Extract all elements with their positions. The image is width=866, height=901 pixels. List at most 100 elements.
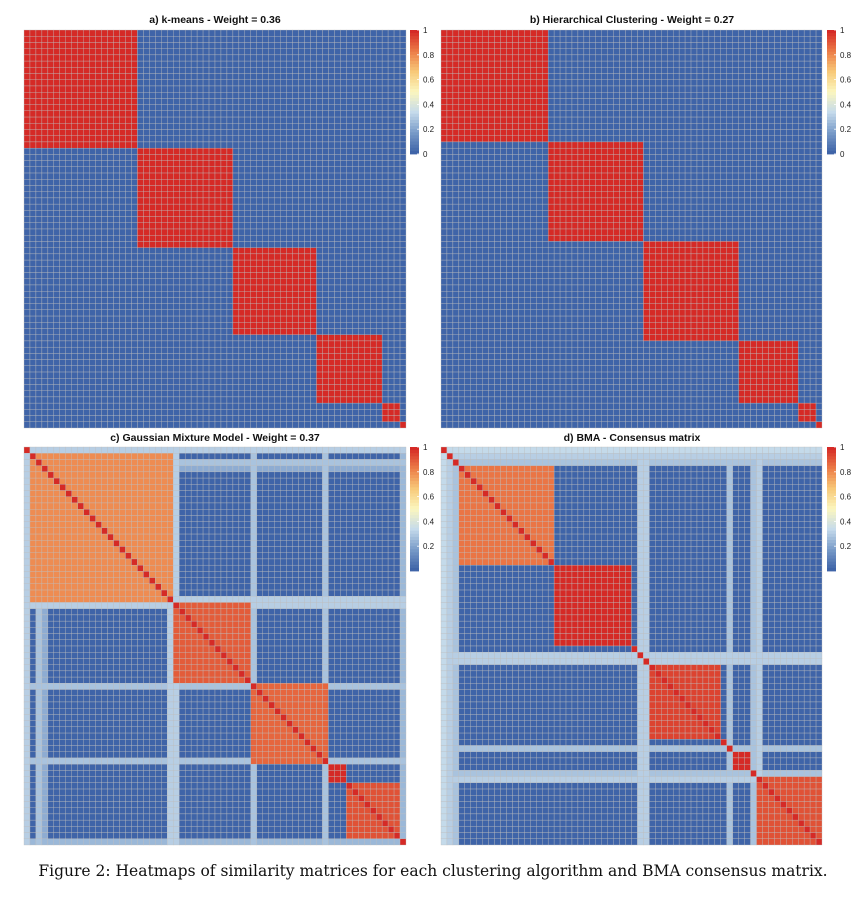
heatmap-cell xyxy=(125,198,131,204)
heatmap-cell xyxy=(334,67,340,73)
heatmap-cell xyxy=(167,204,173,210)
heatmap-cell xyxy=(125,92,131,98)
heatmap-cell xyxy=(340,154,346,160)
heatmap-cell xyxy=(36,142,42,148)
heatmap-cell xyxy=(275,198,281,204)
heatmap-cell xyxy=(358,210,364,216)
heatmap-cell xyxy=(340,55,346,61)
heatmap-cell xyxy=(191,67,197,73)
heatmap-cell xyxy=(352,36,358,42)
heatmap-cell xyxy=(328,80,334,86)
heatmap-cell xyxy=(340,210,346,216)
heatmap-cell xyxy=(251,241,257,247)
heatmap-cell xyxy=(263,98,269,104)
heatmap-cell xyxy=(376,86,382,92)
heatmap-cell xyxy=(72,55,78,61)
heatmap-cell xyxy=(346,148,352,154)
heatmap-cell xyxy=(84,30,90,36)
heatmap-cell xyxy=(78,111,84,117)
heatmap-cell xyxy=(305,142,311,148)
heatmap-cell xyxy=(293,167,299,173)
heatmap-cell xyxy=(364,148,370,154)
heatmap-cell xyxy=(251,210,257,216)
heatmap-cell xyxy=(400,136,406,142)
heatmap-cell xyxy=(78,92,84,98)
heatmap-cell xyxy=(358,111,364,117)
heatmap-cell xyxy=(155,61,161,67)
heatmap-cell xyxy=(60,235,66,241)
heatmap-cell xyxy=(281,92,287,98)
heatmap-cell xyxy=(155,30,161,36)
heatmap-cell xyxy=(155,148,161,154)
heatmap-cell xyxy=(42,204,48,210)
heatmap-cell xyxy=(263,67,269,73)
heatmap-cell xyxy=(48,74,54,80)
heatmap-cell xyxy=(24,86,30,92)
heatmap-cell xyxy=(137,173,143,179)
heatmap-cell xyxy=(227,229,233,235)
heatmap-cell xyxy=(221,111,227,117)
heatmap-cell xyxy=(305,167,311,173)
heatmap-cell xyxy=(155,55,161,61)
heatmap-cell xyxy=(48,248,54,254)
heatmap-cell xyxy=(263,248,269,254)
heatmap-cell xyxy=(137,148,143,154)
heatmap-cell xyxy=(233,67,239,73)
heatmap-cell xyxy=(114,173,120,179)
heatmap-cell xyxy=(239,217,245,223)
heatmap-cell xyxy=(305,223,311,229)
heatmap-cell xyxy=(376,117,382,123)
heatmap-cell xyxy=(191,210,197,216)
heatmap-cell xyxy=(197,229,203,235)
heatmap-cell xyxy=(137,105,143,111)
heatmap-cell xyxy=(155,111,161,117)
heatmap-cell xyxy=(215,210,221,216)
heatmap-cell xyxy=(340,179,346,185)
heatmap-cell xyxy=(108,204,114,210)
heatmap-cell xyxy=(155,36,161,42)
heatmap-cell xyxy=(30,217,36,223)
heatmap-cell xyxy=(227,111,233,117)
heatmap-cell xyxy=(394,248,400,254)
heatmap-cell xyxy=(305,130,311,136)
heatmap-cell xyxy=(30,223,36,229)
heatmap-cell xyxy=(203,217,209,223)
heatmap-cell xyxy=(90,74,96,80)
heatmap-cell xyxy=(167,179,173,185)
heatmap-cell xyxy=(60,80,66,86)
heatmap-cell xyxy=(227,204,233,210)
heatmap-cell xyxy=(358,86,364,92)
heatmap-cell xyxy=(346,130,352,136)
heatmap-cell xyxy=(108,179,114,185)
heatmap-cell xyxy=(179,248,185,254)
heatmap-cell xyxy=(24,248,30,254)
heatmap-cell xyxy=(263,179,269,185)
heatmap-cell xyxy=(96,254,102,260)
heatmap-cell xyxy=(36,179,42,185)
heatmap-cell xyxy=(394,161,400,167)
heatmap-cell xyxy=(316,86,322,92)
heatmap-cell xyxy=(251,198,257,204)
heatmap-cell xyxy=(233,92,239,98)
heatmap-cell xyxy=(203,154,209,160)
heatmap-cell xyxy=(54,61,60,67)
heatmap-cell xyxy=(328,161,334,167)
heatmap-cell xyxy=(36,55,42,61)
heatmap-cell xyxy=(24,154,30,160)
heatmap-cell xyxy=(173,198,179,204)
heatmap-cell xyxy=(155,179,161,185)
heatmap-cell xyxy=(48,161,54,167)
heatmap-cell xyxy=(293,30,299,36)
heatmap-cell xyxy=(185,74,191,80)
heatmap-cell xyxy=(334,117,340,123)
heatmap-cell xyxy=(161,30,167,36)
heatmap-cell xyxy=(293,136,299,142)
heatmap-cell xyxy=(358,80,364,86)
heatmap-cell xyxy=(322,248,328,254)
heatmap-cell xyxy=(161,179,167,185)
heatmap-cell xyxy=(30,185,36,191)
heatmap-cell xyxy=(191,117,197,123)
heatmap-cell xyxy=(66,204,72,210)
heatmap-cell xyxy=(328,136,334,142)
heatmap-cell xyxy=(167,136,173,142)
